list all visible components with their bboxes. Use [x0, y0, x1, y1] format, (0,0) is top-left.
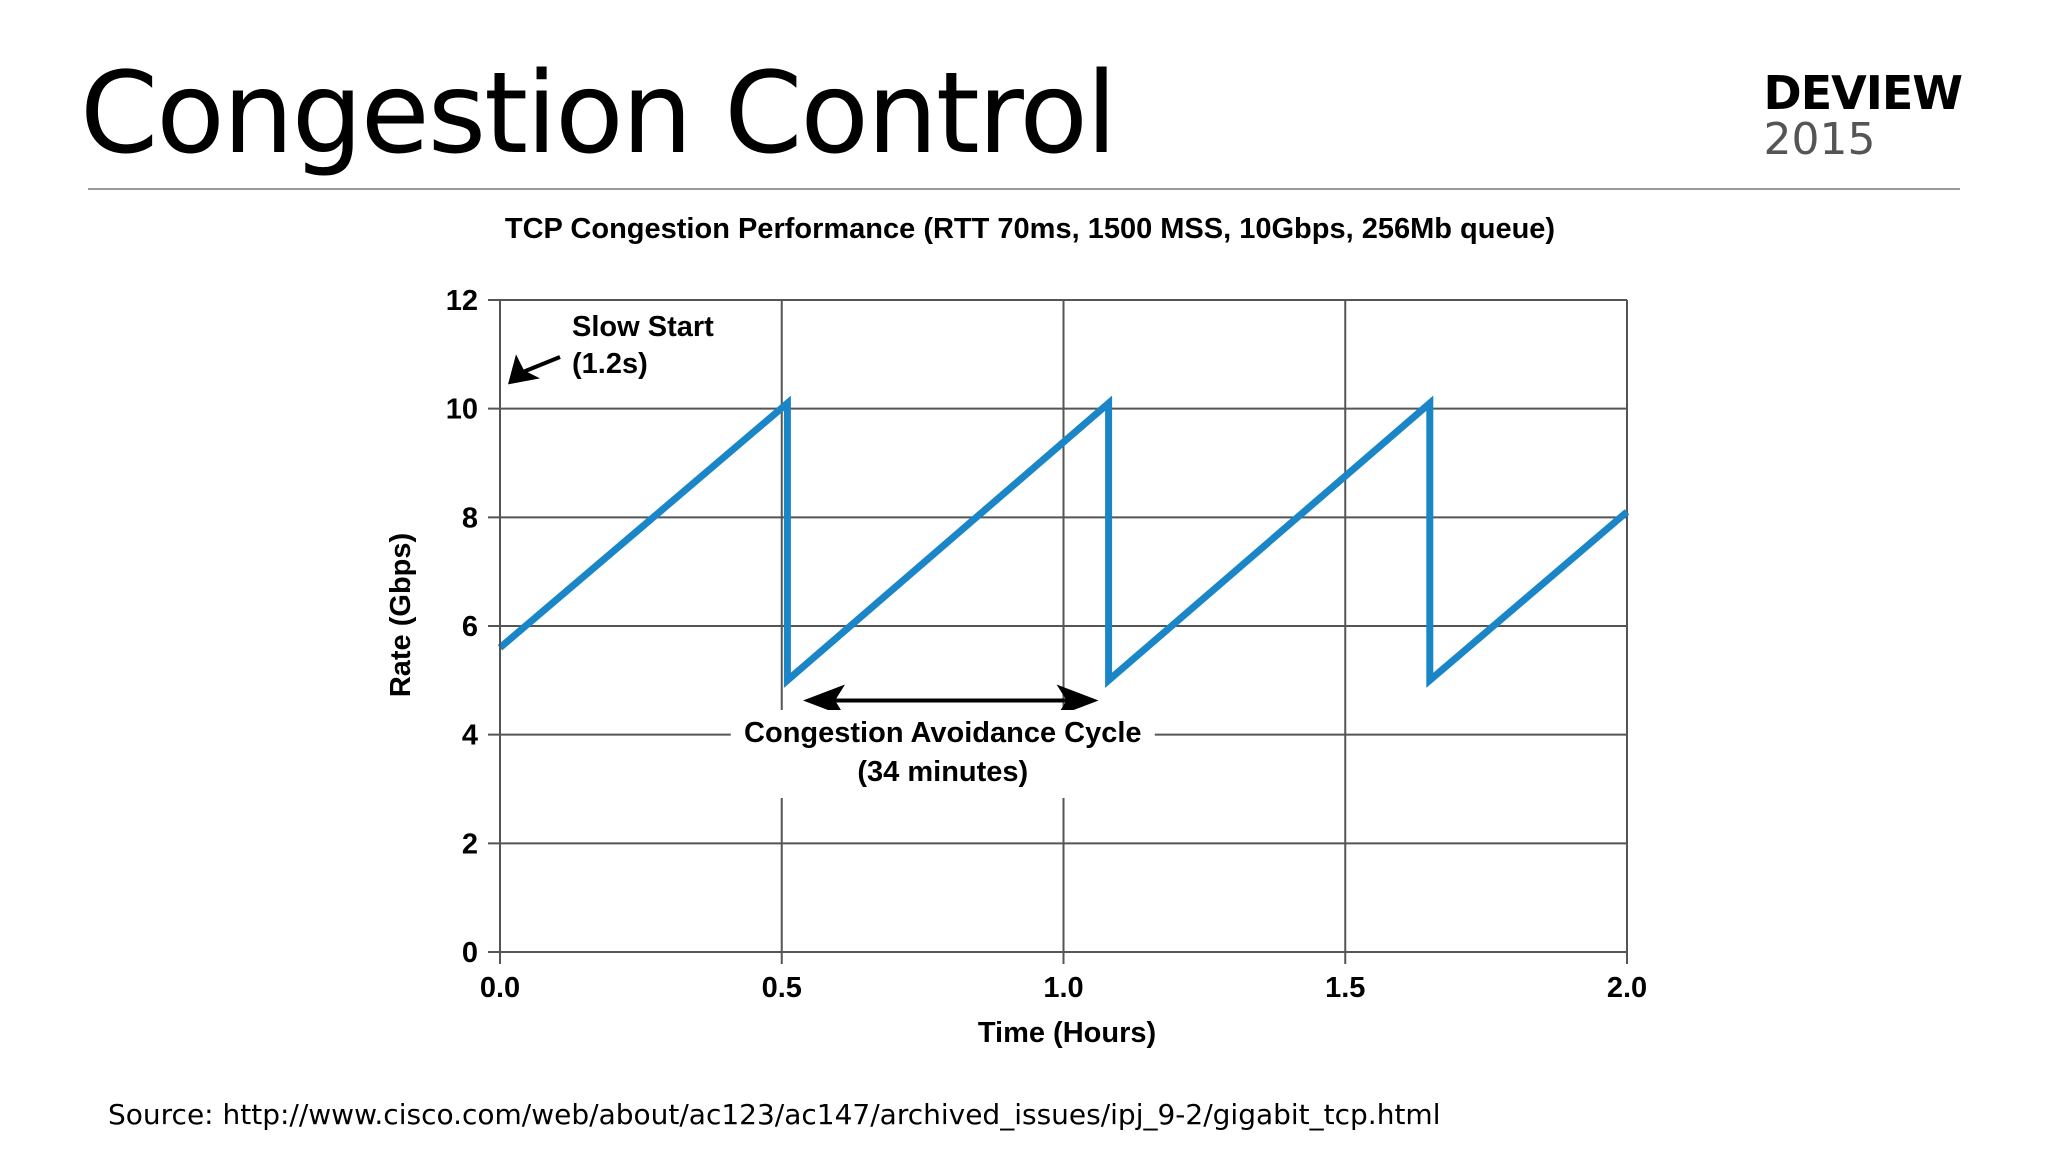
brand-logo: DEVIEW 2015: [1763, 66, 1963, 165]
slow-start-label-line1: Slow Start: [572, 311, 714, 343]
brand-year: 2015: [1763, 114, 1876, 165]
cycle-label-line2: (34 minutes): [857, 756, 1028, 788]
y-tick-label: 0: [462, 937, 478, 969]
x-tick-label: 1.0: [1043, 972, 1083, 1004]
slow-start-arrow-shaft: [521, 355, 561, 375]
cycle-label-line1: Congestion Avoidance Cycle: [744, 717, 1142, 749]
y-tick-label: 2: [462, 828, 478, 860]
slow-start-label-mask: [568, 307, 738, 383]
cycle-label-mask: [730, 710, 1155, 798]
series-line: [497, 395, 1630, 688]
annotation-layer: Congestion Avoidance Cycle (34 minutes) Sl…: [508, 307, 1155, 798]
page-title: Congestion Control: [80, 49, 1117, 179]
x-tick-label: 2.0: [1607, 972, 1647, 1004]
x-tick-label: 0.0: [480, 972, 520, 1004]
chart-title: TCP Congestion Performance (RTT 70ms, 15…: [505, 213, 1555, 245]
x-tick-label: 1.5: [1325, 972, 1365, 1004]
y-tick-label: 10: [446, 394, 478, 426]
slow-start-arrow-head: [508, 354, 540, 385]
axis-layer: 0 2 4 6 8 10 12 0.0 0.5 1.0 1.5 2.0: [446, 285, 1647, 1004]
x-axis-label: Time (Hours): [978, 1017, 1156, 1049]
y-tick-label: 6: [462, 611, 478, 643]
title-divider: [88, 188, 1960, 190]
x-tick-label: 0.5: [762, 972, 802, 1004]
y-tick-label: 4: [462, 720, 478, 752]
y-tick-label: 8: [462, 502, 478, 534]
brand-name: DEVIEW: [1763, 66, 1963, 120]
cycle-arrow-right-head: [1056, 684, 1099, 717]
y-tick-label: 12: [446, 285, 478, 317]
y-axis-label: Rate (Gbps): [385, 533, 417, 697]
grid-layer: [488, 299, 1628, 964]
congestion-chart: TCP Congestion Performance (RTT 70ms, 15…: [385, 213, 1647, 1049]
cycle-arrow-left-head: [803, 684, 846, 717]
slow-start-label-line2: (1.2s): [572, 348, 648, 380]
source-citation: Source: http://www.cisco.com/web/about/a…: [108, 1098, 1441, 1131]
series-layer: [497, 395, 1630, 688]
chart-container: TCP Congestion Performance (RTT 70ms, 15…: [360, 205, 1700, 1075]
